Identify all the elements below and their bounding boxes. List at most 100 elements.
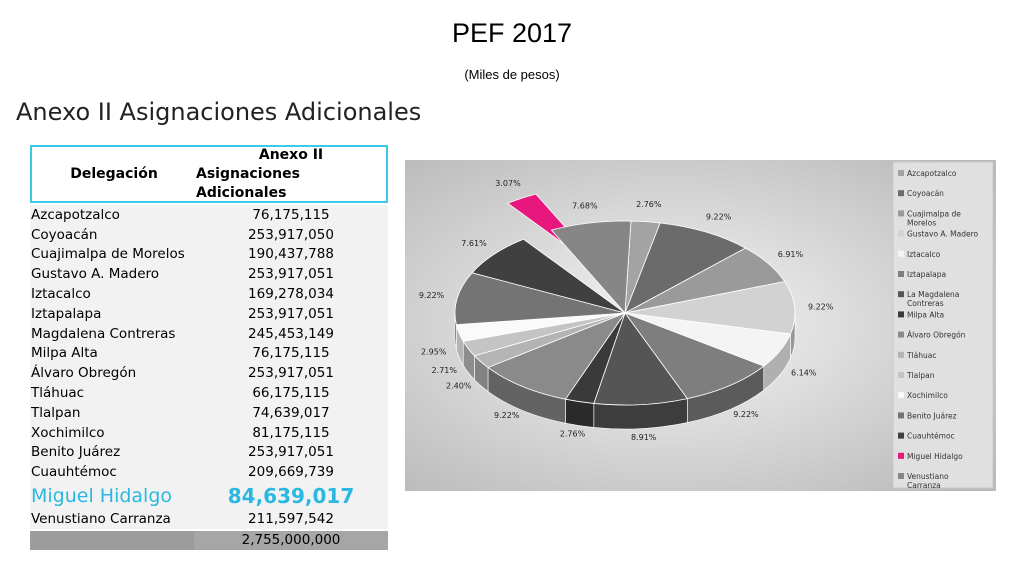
slice-data-label: 7.61% bbox=[461, 239, 487, 248]
delegacion-name: Xochimilco bbox=[31, 424, 105, 441]
legend-entry: La Magdalena Contreras bbox=[907, 290, 959, 308]
asignacion-value: 76,175,115 bbox=[252, 206, 330, 223]
data-table-body: Azcapotzalco 76,175,115 Coyoacán 253,917,05… bbox=[30, 205, 388, 529]
delegacion-name: Gustavo A. Madero bbox=[31, 266, 160, 283]
legend-entry: Gustavo A. Madero bbox=[907, 230, 979, 239]
slice-data-label: 8.91% bbox=[631, 433, 657, 442]
legend-swatch bbox=[898, 190, 904, 197]
table-row: Xochimilco 81,175,115 bbox=[30, 423, 388, 443]
legend-swatch bbox=[898, 392, 904, 399]
legend-swatch bbox=[898, 230, 904, 237]
col-header-anexo-line1: Anexo II bbox=[258, 146, 324, 163]
delegacion-name: Iztapalapa bbox=[31, 305, 102, 322]
table-row: Magdalena Contreras 245,453,149 bbox=[30, 324, 388, 344]
pie-slice bbox=[624, 281, 796, 335]
pie-slice bbox=[471, 238, 626, 314]
table-row: Azcapotzalco 76,175,115 bbox=[30, 205, 388, 225]
delegacion-name: Benito Juárez bbox=[31, 444, 121, 461]
pie-chart-panel: 2.76% 9.22% 6.91% 9.22% 6.14% 9.22% 8.91% 2.76%… bbox=[405, 160, 996, 491]
delegacion-name: Álvaro Obregón bbox=[31, 365, 137, 382]
section-title: Anexo II Asignaciones Adicionales bbox=[16, 98, 422, 126]
table-row: Cuauhtémoc 209,669,739 bbox=[30, 462, 388, 482]
total-label-cell bbox=[30, 531, 194, 550]
table-header: Delegación Anexo II Asignaciones Adicion… bbox=[30, 145, 388, 203]
asignacion-value: 253,917,051 bbox=[248, 305, 334, 322]
table-row: Álvaro Obregón 253,917,051 bbox=[30, 363, 388, 383]
legend-entry: Xochimilco bbox=[907, 391, 948, 400]
legend-entry: Tláhuac bbox=[906, 351, 937, 360]
slice-data-label: 2.76% bbox=[636, 200, 662, 209]
total-row: 2,755,000,000 bbox=[30, 531, 388, 550]
slice-data-label: 7.68% bbox=[572, 201, 598, 210]
page-title: PEF 2017 bbox=[451, 18, 573, 48]
table-row: Coyoacán 253,917,050 bbox=[30, 225, 388, 245]
slice-data-label: 6.14% bbox=[791, 369, 817, 378]
asignacion-value: 245,453,149 bbox=[248, 325, 334, 342]
table-row: Cuajimalpa de Morelos 190,437,788 bbox=[30, 245, 388, 265]
slice-data-label: 2.71% bbox=[432, 366, 458, 375]
legend-entry: Venustiano Carranza bbox=[907, 472, 949, 490]
legend-swatch bbox=[898, 372, 904, 378]
page-subtitle: (Miles de pesos) bbox=[464, 67, 560, 82]
col-header-anexo: Anexo II Asignaciones Adicionales bbox=[196, 147, 386, 201]
legend-entry: Milpa Alta bbox=[907, 310, 944, 319]
delegacion-name: Coyoacán bbox=[31, 226, 98, 243]
pie-slice-side bbox=[565, 398, 595, 428]
legend-swatch bbox=[898, 452, 904, 459]
legend-entry: Azcapotzalco bbox=[907, 169, 957, 178]
delegacion-name: Tlalpan bbox=[31, 404, 81, 421]
table-row: Gustavo A. Madero 253,917,051 bbox=[30, 264, 388, 284]
asignacion-value: 66,175,115 bbox=[252, 385, 330, 402]
delegacion-name: Magdalena Contreras bbox=[31, 325, 176, 342]
delegacion-name: Cuajimalpa de Morelos bbox=[31, 246, 185, 263]
slice-data-label: 9.22% bbox=[706, 212, 732, 221]
legend-entry: Cuauhtémoc bbox=[907, 432, 955, 441]
table-row: Miguel Hidalgo 84,639,017 bbox=[30, 482, 388, 509]
col-header-delegacion: Delegación bbox=[70, 166, 158, 182]
asignacion-value: 190,437,788 bbox=[248, 246, 334, 263]
asignacion-value: 253,917,051 bbox=[248, 444, 334, 461]
legend-swatch bbox=[898, 351, 904, 358]
table-row: Tlalpan 74,639,017 bbox=[30, 403, 388, 423]
delegacion-name: Miguel Hidalgo bbox=[31, 484, 173, 507]
legend-entry: Álvaro Obregón bbox=[907, 331, 966, 340]
slice-data-label: 9.22% bbox=[494, 411, 520, 420]
table-row: Benito Juárez 253,917,051 bbox=[30, 443, 388, 463]
pie-slice bbox=[623, 312, 765, 400]
asignacion-value: 253,917,050 bbox=[248, 226, 334, 243]
asignacion-value: 253,917,051 bbox=[248, 266, 334, 283]
pie-chart: 2.76% 9.22% 6.91% 9.22% 6.14% 9.22% 8.91% 2.76%… bbox=[405, 160, 996, 491]
legend-entry: Coyoacán bbox=[907, 189, 944, 198]
asignacion-value: 211,597,542 bbox=[248, 511, 334, 528]
pie-slice bbox=[454, 272, 626, 326]
slice-data-label: 2.76% bbox=[560, 429, 586, 438]
legend-entry: Iztapalapa bbox=[907, 270, 946, 279]
slice-data-label: 9.22% bbox=[733, 410, 759, 419]
legend-swatch bbox=[898, 473, 904, 479]
chart-legend bbox=[892, 161, 994, 489]
legend-entry: Iztacalco bbox=[907, 250, 941, 259]
pie-tops bbox=[454, 193, 796, 406]
delegacion-name: Cuauhtémoc bbox=[31, 464, 117, 481]
col-header-anexo-line2: Asignaciones Adicionales bbox=[196, 165, 300, 201]
legend-swatch bbox=[898, 432, 904, 439]
legend-swatch bbox=[898, 271, 904, 277]
legend-swatch bbox=[898, 412, 904, 419]
legend-swatch bbox=[898, 170, 904, 176]
table-row: Milpa Alta 76,175,115 bbox=[30, 344, 388, 364]
legend-entry: Benito Juárez bbox=[907, 411, 957, 420]
legend-entry: Tlalpan bbox=[906, 371, 935, 380]
pie-slice bbox=[550, 220, 632, 314]
legend-swatch bbox=[898, 331, 904, 338]
slice-data-label: 2.95% bbox=[421, 347, 447, 356]
slice-data-label: 3.07% bbox=[495, 179, 521, 188]
total-value: 2,755,000,000 bbox=[194, 531, 388, 550]
delegacion-name: Azcapotzalco bbox=[31, 206, 120, 223]
delegacion-name: Milpa Alta bbox=[31, 345, 98, 362]
legend-swatch bbox=[898, 311, 904, 318]
asignacion-value: 169,278,034 bbox=[248, 286, 334, 303]
asignacion-value: 84,639,017 bbox=[227, 483, 355, 508]
delegacion-name: Iztacalco bbox=[31, 286, 91, 303]
pie-labels: 2.76% 9.22% 6.91% 9.22% 6.14% 9.22% 8.91% 2.76%… bbox=[419, 179, 834, 442]
asignacion-value: 74,639,017 bbox=[252, 404, 330, 421]
